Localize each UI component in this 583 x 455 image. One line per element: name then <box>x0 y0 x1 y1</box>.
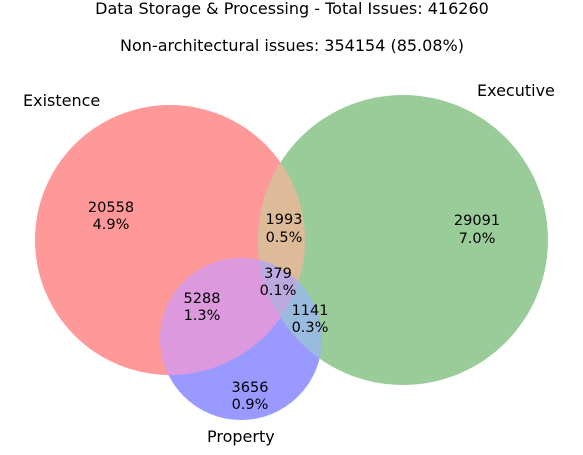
all-three-overlap <box>258 258 305 375</box>
chart-subtitle: Non-architectural issues: 354154 (85.08%… <box>120 36 464 55</box>
executive-circle <box>258 95 548 385</box>
existence-property-count: 5288 <box>184 291 221 307</box>
executive-property-percent: 0.3% <box>292 320 329 336</box>
existence-only-count: 20558 <box>88 200 134 216</box>
executive-label: Executive <box>477 81 555 100</box>
executive-only-count: 29091 <box>454 213 500 229</box>
existence-only-percent: 4.9% <box>93 217 130 233</box>
property-label: Property <box>207 427 275 446</box>
existence-property-percent: 1.3% <box>184 308 221 324</box>
all-three-percent: 0.1% <box>260 283 297 299</box>
executive-property-count: 1141 <box>292 303 329 319</box>
existence-label: Existence <box>23 91 100 110</box>
existence-executive-percent: 0.5% <box>266 230 303 246</box>
executive-only-percent: 7.0% <box>459 231 496 247</box>
chart-title: Data Storage & Processing - Total Issues… <box>95 0 489 18</box>
all-three-count: 379 <box>264 266 292 282</box>
existence-executive-count: 1993 <box>266 212 303 228</box>
property-only-percent: 0.9% <box>232 397 269 413</box>
property-only-count: 3656 <box>232 380 269 396</box>
